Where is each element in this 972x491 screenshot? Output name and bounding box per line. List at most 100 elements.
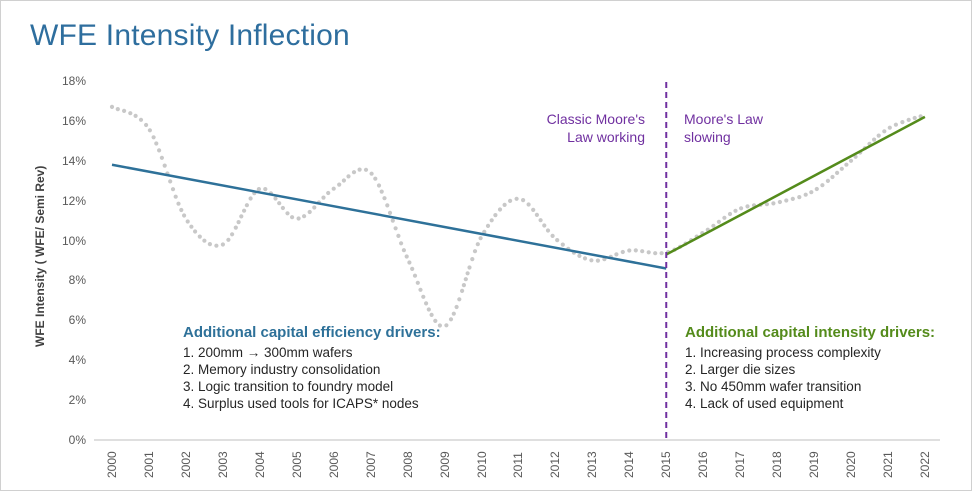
trend-line-2015-2022 [665,115,926,256]
series-dot [475,242,480,247]
series-dot [538,218,543,223]
series-dot [170,187,176,192]
wfe-intensity-series [109,104,923,328]
series-dot [357,167,362,172]
series-dot [312,205,317,210]
series-dot [514,196,519,201]
series-dot [321,195,326,200]
trend-line-2000-2015 [111,163,667,270]
series-dot [429,312,434,317]
series-dot [508,198,513,203]
series-dot [399,241,404,246]
series-dot [421,294,426,299]
y-tick-label: 2% [68,393,86,408]
series-dot [410,266,415,271]
series-dot [493,213,498,218]
series-dot [872,137,877,142]
series-dot [396,233,401,238]
series-dot [393,226,398,231]
series-dot [444,323,449,328]
series-dot [531,207,536,212]
series-dot [226,237,231,242]
series-dot [307,209,312,215]
series-dot [739,206,744,211]
series-dot [244,203,249,208]
series-dot [236,220,241,225]
annotation-moores-law-slowing: Moore's Law slowing [684,110,763,146]
annotation-left-line-1: Classic Moore's [546,111,645,127]
series-dot [109,104,115,109]
series-dot [122,108,127,113]
series-dot [373,176,378,181]
series-dot [433,318,438,323]
series-dot [526,202,531,207]
series-dot [472,249,478,254]
series-dot [595,258,601,263]
series-dot [727,211,733,217]
series-dot [848,158,854,163]
series-dot [337,182,342,187]
series-dot [341,178,346,183]
series-dot [614,252,619,257]
series-dot [233,225,238,230]
series-dot [633,248,638,253]
series-dot [900,120,905,125]
series-dot [497,207,503,212]
series-dot [771,201,776,206]
series-dot [534,212,540,217]
series-dot [521,198,526,203]
series-dot [401,248,406,253]
left-drivers-box: Additional capital efficiency drivers: 1… [183,324,441,412]
y-tick-label: 16% [61,113,86,128]
series-dot [115,107,120,112]
series-dot [197,234,202,239]
series-dot [173,194,178,199]
series-dot [277,201,282,206]
series-dot [478,236,483,241]
list-item: 3. No 450mm wafer transition [685,379,862,394]
series-dot [302,214,307,219]
series-dot [437,323,442,328]
y-tick-label: 4% [68,353,86,368]
series-dot [555,238,560,243]
series-dot [906,117,911,122]
series-dot [853,154,858,159]
series-dot [290,215,295,220]
series-dot [784,198,789,203]
annotation-right-line-1: Moore's Law [684,111,763,127]
list-item: 4. Surplus used tools for ICAPS* nodes [183,396,419,411]
series-dot [326,190,331,196]
series-dot [182,213,187,218]
series-dot [382,196,387,201]
y-tick-label: 18% [61,74,86,88]
series-dot [577,253,582,258]
list-item: 3. Logic transition to foundry model [183,379,394,394]
series-dot [415,280,420,285]
series-dot [179,207,184,213]
series-dot [379,189,384,194]
series-dot [461,283,466,288]
series-dot [390,218,395,223]
series-dot [454,304,459,310]
series-dot [502,202,507,207]
series-dot [465,271,470,276]
series-dot [764,202,770,207]
series-dot [470,257,475,262]
series-dot [263,187,268,192]
series-dot [385,203,390,208]
series-dot [844,162,849,167]
series-dot [825,178,831,183]
series-dot [460,288,465,293]
right-drivers-title: Additional capital intensity drivers: [685,324,936,341]
series-dot [545,228,551,233]
series-dot [154,141,159,146]
left-drivers-title: Additional capital efficiency drivers: [183,324,441,341]
series-dot [296,216,301,221]
series-dot [239,214,244,219]
series-dot [542,223,547,228]
series-dot [157,148,162,153]
series-dot [457,297,462,302]
series-dot [716,219,722,224]
series-dot [745,204,750,209]
series-dot [733,208,738,213]
